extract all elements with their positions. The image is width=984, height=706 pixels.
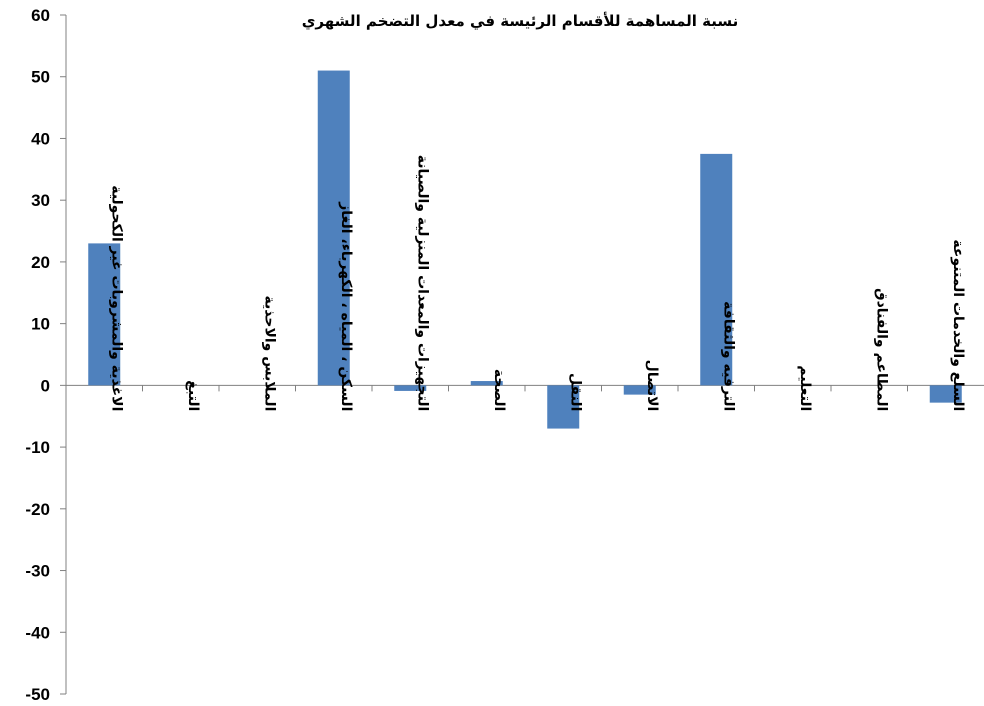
bar [929,385,962,403]
category-label: التعليم [797,365,813,411]
category-label: الاتصال [644,360,660,412]
y-tick-label: 60 [31,6,50,25]
y-tick-label: -10 [25,438,50,457]
category-label: النقل [567,373,583,411]
y-tick-label: 20 [31,253,50,272]
y-tick-label: -40 [25,623,50,642]
bar [317,70,350,386]
axes-layer: 60 50 40 30 20 10 0 -10 -20 -30 -40 -50 [25,6,984,704]
y-tick-label: 30 [31,191,50,210]
y-tick-label: -50 [25,685,50,704]
category-label: التبغ [185,380,201,411]
bar [394,385,427,391]
y-tick-label: -20 [25,500,50,519]
category-label: الملابس والاحذية [261,296,277,412]
category-label: السلع والخدمات المتنوعة [950,239,966,411]
y-tick-label: 40 [31,129,50,148]
bar [470,381,503,386]
category-label: المطاعم والفنادق [873,288,889,411]
category-label: السكن ، المياه ، الكهرباء، الغاز [338,201,354,411]
y-tick-label: 10 [31,315,50,334]
bar [623,385,656,395]
bar [547,385,580,429]
category-label: الصحة [491,369,507,411]
bar [700,153,733,386]
bar [88,243,121,386]
chart-title: نسبة المساهمة للأقسام الرئيسة في معدل ال… [302,12,739,31]
category-labels-layer: الاغذية والمشروبات غير الكحولية التبغ المل… [108,155,966,412]
y-tick-label: 0 [41,376,50,395]
category-label: الاغذية والمشروبات غير الكحولية [108,185,124,411]
bars-layer [88,70,962,429]
category-label: الترفيه والثقافة [720,301,736,411]
category-label: التجهيزات والمعدات المنزلية والصيانة [414,155,430,412]
y-tick-label: -30 [25,562,50,581]
y-tick-label: 50 [31,68,50,87]
